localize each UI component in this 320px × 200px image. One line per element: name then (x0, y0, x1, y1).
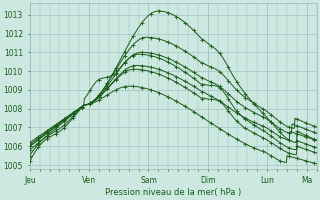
X-axis label: Pression niveau de la mer( hPa ): Pression niveau de la mer( hPa ) (105, 188, 241, 197)
